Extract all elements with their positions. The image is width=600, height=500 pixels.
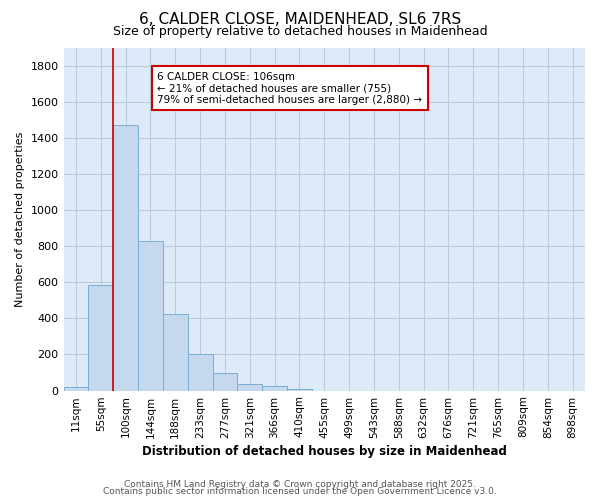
Bar: [113, 125, 138, 390]
Y-axis label: Number of detached properties: Number of detached properties: [15, 132, 25, 306]
Bar: [262, 386, 287, 390]
Text: 6 CALDER CLOSE: 106sqm
← 21% of detached houses are smaller (755)
79% of semi-de: 6 CALDER CLOSE: 106sqm ← 21% of detached…: [157, 72, 422, 104]
Bar: [212, 372, 238, 390]
Bar: [238, 384, 262, 390]
Bar: [163, 314, 188, 390]
Bar: [138, 240, 163, 390]
Bar: [287, 389, 312, 390]
Text: Size of property relative to detached houses in Maidenhead: Size of property relative to detached ho…: [113, 25, 487, 38]
Text: 6, CALDER CLOSE, MAIDENHEAD, SL6 7RS: 6, CALDER CLOSE, MAIDENHEAD, SL6 7RS: [139, 12, 461, 28]
Bar: [88, 285, 113, 391]
Text: Contains HM Land Registry data © Crown copyright and database right 2025.: Contains HM Land Registry data © Crown c…: [124, 480, 476, 489]
Text: Contains public sector information licensed under the Open Government Licence v3: Contains public sector information licen…: [103, 487, 497, 496]
X-axis label: Distribution of detached houses by size in Maidenhead: Distribution of detached houses by size …: [142, 444, 507, 458]
Bar: [64, 387, 88, 390]
Bar: [188, 354, 212, 390]
